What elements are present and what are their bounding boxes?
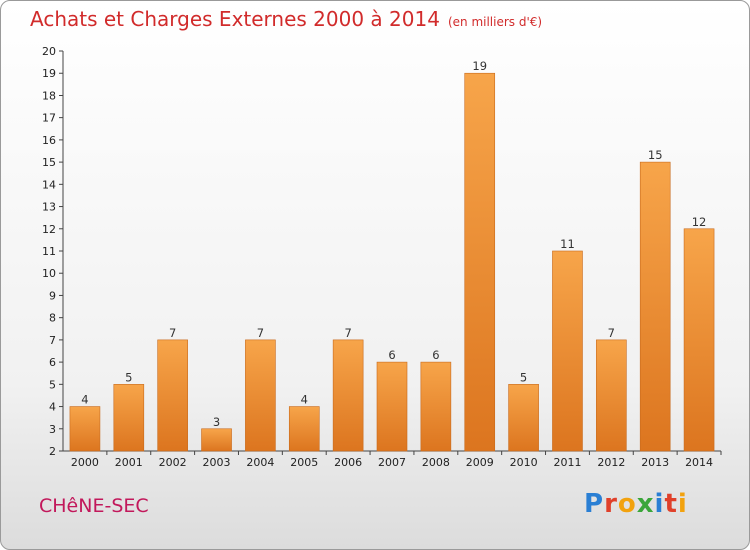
- bar-2000: [69, 406, 101, 452]
- y-tick-label: 9: [49, 289, 56, 302]
- y-tick-label: 8: [49, 312, 56, 325]
- x-tick-label: 2005: [290, 456, 318, 469]
- x-tick-label: 2014: [685, 456, 713, 469]
- data-label: 6: [432, 348, 439, 362]
- x-tick-label: 2006: [334, 456, 362, 469]
- bar-2005: [288, 406, 320, 452]
- y-tick-label: 6: [49, 356, 56, 369]
- x-tick-label: 2013: [641, 456, 669, 469]
- data-label: 3: [213, 415, 220, 429]
- data-label: 5: [520, 370, 527, 384]
- y-tick-label: 17: [42, 112, 56, 125]
- x-tick-label: 2004: [246, 456, 274, 469]
- y-tick-label: 11: [42, 245, 56, 258]
- x-tick-label: 2000: [71, 456, 99, 469]
- x-tick-label: 2003: [203, 456, 231, 469]
- bar-2007: [376, 361, 408, 452]
- data-label: 7: [169, 326, 176, 340]
- data-label: 19: [472, 59, 487, 73]
- bar-2008: [420, 361, 452, 452]
- bar-2013: [639, 161, 671, 452]
- data-label: 5: [125, 370, 132, 384]
- y-tick-label: 2: [49, 445, 56, 458]
- x-tick-label: 2001: [115, 456, 143, 469]
- x-tick-label: 2007: [378, 456, 406, 469]
- y-tick-label: 3: [49, 423, 56, 436]
- x-tick-label: 2010: [510, 456, 538, 469]
- data-label: 7: [608, 326, 615, 340]
- bar-2003: [201, 428, 232, 452]
- y-tick-label: 4: [49, 401, 56, 414]
- bar-2014: [683, 228, 715, 452]
- bar-2009: [464, 72, 496, 452]
- chart-title-block: Achats et Charges Externes 2000 à 2014 (e…: [30, 7, 542, 31]
- y-tick-label: 12: [42, 223, 56, 236]
- bar-2002: [157, 339, 188, 452]
- x-tick-label: 2002: [159, 456, 187, 469]
- x-tick-label: 2012: [597, 456, 625, 469]
- y-tick-label: 5: [49, 378, 56, 391]
- bar-2011: [552, 250, 583, 452]
- bar-2012: [596, 339, 627, 452]
- bar-2004: [245, 339, 276, 452]
- y-tick-label: 19: [42, 67, 56, 80]
- y-tick-label: 10: [42, 267, 56, 280]
- y-tick-label: 13: [42, 201, 56, 214]
- brand-logo: Proxiti: [584, 489, 688, 519]
- y-tick-label: 20: [42, 45, 56, 58]
- data-label: 4: [301, 393, 308, 407]
- data-label: 15: [648, 148, 663, 162]
- x-tick-label: 2008: [422, 456, 450, 469]
- location-name: CHêNE-SEC: [39, 495, 149, 517]
- data-label: 6: [388, 348, 395, 362]
- x-tick-label: 2011: [553, 456, 581, 469]
- y-tick-label: 15: [42, 156, 56, 169]
- x-tick-label: 2009: [466, 456, 494, 469]
- bar-2006: [332, 339, 364, 452]
- y-tick-label: 14: [42, 178, 56, 191]
- data-label: 7: [344, 326, 351, 340]
- bar-2001: [113, 384, 145, 452]
- data-label: 4: [81, 393, 88, 407]
- data-label: 11: [560, 237, 575, 251]
- y-tick-label: 18: [42, 89, 56, 102]
- data-label: 12: [692, 215, 707, 229]
- bar-2010: [508, 384, 539, 452]
- chart-title: Achats et Charges Externes 2000 à 2014: [30, 7, 440, 31]
- chart-subtitle: (en milliers d'€): [447, 15, 543, 29]
- y-tick-label: 16: [42, 134, 56, 147]
- data-label: 7: [257, 326, 264, 340]
- y-tick-label: 7: [49, 334, 56, 347]
